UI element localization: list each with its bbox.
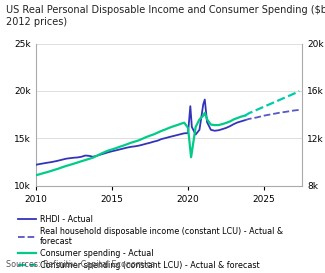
Text: US Real Personal Disposable Income and Consumer Spending ($bn,
2012 prices): US Real Personal Disposable Income and C…	[6, 5, 325, 27]
Legend: RHDI - Actual, Real household disposable income (constant LCU) - Actual &
foreca: RHDI - Actual, Real household disposable…	[19, 215, 283, 270]
Text: Sources: Refinitiv, Capital Economics: Sources: Refinitiv, Capital Economics	[6, 260, 155, 269]
